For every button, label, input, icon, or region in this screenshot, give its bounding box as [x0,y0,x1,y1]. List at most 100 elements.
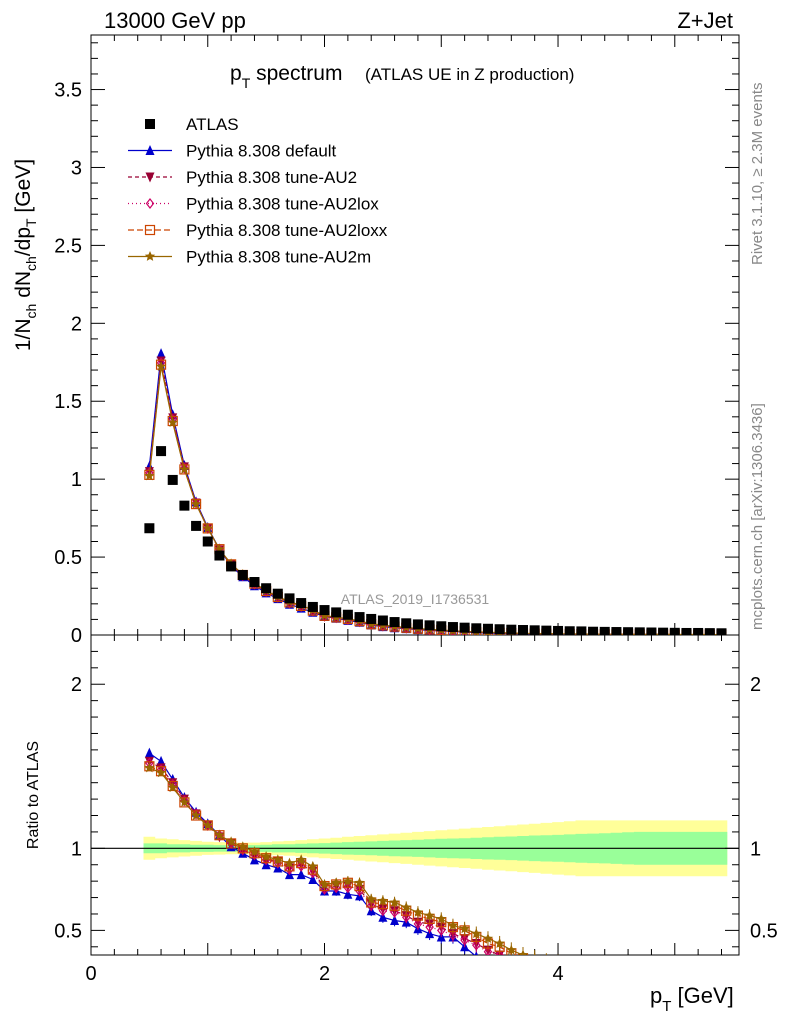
series-4-ratio-point [295,854,307,865]
series-1-ratio-point [635,972,644,982]
series-1-ratio-point [647,972,656,982]
data-point [354,612,365,623]
series-4-ratio-point [412,906,424,917]
series-1-ratio-point [705,972,714,982]
y-tick-label-bottom-right: 0.5 [750,920,778,942]
series-0-point [156,348,166,359]
series-4-ratio-point [214,829,225,840]
series-4-ratio-point [517,949,529,955]
series-1-ratio-point [612,972,621,982]
legend-marker-series-3 [144,224,156,236]
series-4-ratio-point [705,964,715,974]
series-4-ratio-point [588,963,599,973]
svg-text:1/Nch dNch/dpT [GeV]: 1/Nch dNch/dpT [GeV] [12,159,39,351]
data-point [249,577,260,588]
x-tick-label: 2 [319,963,330,985]
legend-marker-series-0 [145,145,155,155]
series-2-ratio-point [460,934,469,946]
series-4-ratio-point [144,762,155,773]
data-point [588,626,599,635]
data-point [529,625,540,635]
series-1-ratio-point [624,972,633,982]
series-0-ratio-point [378,911,388,922]
series-4-ratio-point [436,913,447,924]
data-point [412,619,423,630]
data-point [541,625,552,635]
series-0-ratio-point [474,951,479,955]
y-tick-label-top: 1 [71,469,82,491]
y-axis-label-top: 1/Nch dNch/dpT [GeV] [12,159,39,351]
series-4-ratio-point [494,938,505,948]
series-2-ratio-point [437,924,446,936]
series-0-ratio-point [589,974,598,984]
data-point [436,621,447,632]
x-axis-label: pT [GeV] [650,983,734,1015]
data-point [331,607,342,618]
series-4-ratio-point [611,964,621,974]
series-0-ratio-point [390,915,400,926]
series-4-point [155,361,167,371]
series-2-ratio-point [601,973,608,982]
data-point [646,627,657,635]
series-3-ratio-point [682,969,691,978]
series-4-ratio-point [716,964,726,974]
data-point [553,625,564,635]
series-0-ratio-point [624,974,633,984]
series-2-ratio-point [590,972,597,981]
rivet-version-label: Rivet 3.1.10, ≥ 2.3M events [749,83,766,266]
data-point [459,622,470,633]
series-0-ratio-point [308,874,318,885]
y-tick-label-bottom-right: 2 [750,674,761,696]
series-0-ratio-point [635,974,644,984]
series-3-ratio-point [670,969,679,978]
series-3-ratio-point [577,965,586,974]
series-1-ratio-point [507,955,516,965]
series-3-ratio-point [635,969,644,978]
series-3-ratio-point [542,960,551,969]
series-0-ratio-point [144,747,154,758]
data-point [681,627,692,635]
series-0-ratio-point [542,969,551,979]
data-point [342,609,353,620]
series-1-ratio-point [589,970,598,980]
y-tick-label-top: 3 [71,157,82,179]
ratio-panel-series [144,747,726,984]
series-3-ratio-point [694,969,703,978]
mcplots-label: mcplots.cern.ch [arXiv:1306.3436] [749,403,766,630]
series-4-ratio-point [155,767,167,778]
series-4-ratio-point [471,928,482,939]
series-4-ratio-point [319,878,330,889]
header-process: Z+Jet [677,8,733,33]
header-energy: 13000 GeV pp [104,8,246,33]
data-point [704,628,715,635]
series-4-ratio-point [202,819,213,830]
data-point [506,624,517,635]
data-point [576,626,587,635]
series-3-ratio-point [717,969,726,978]
series-4-ratio-point [342,875,354,886]
series-1-ratio-point [682,972,691,982]
series-2-ratio-point [285,864,294,876]
series-4-ratio-point [533,952,536,955]
y-tick-label-bottom-right: 1 [750,838,761,860]
y-tick-label-top: 2 [71,313,82,335]
series-2-ratio-point [413,918,423,930]
series-4-ratio-point [600,964,611,974]
series-0-ratio-point [156,755,166,766]
plot-title: pT spectrum [230,62,342,91]
data-point [716,628,727,635]
series-4-ratio-point [623,964,633,974]
series-2-ratio-point [636,973,643,982]
series-1-ratio-point [542,964,551,974]
series-0-ratio-point [530,968,539,978]
data-point [284,593,295,604]
legend-marker-series-2 [145,198,155,209]
y-tick-label-top: 3.5 [54,80,82,102]
series-4-ratio-point [658,964,668,974]
ratio-uncertainty-bands [91,820,739,877]
series-4-ratio-point [366,893,377,904]
y-tick-label-bottom: 1 [71,838,82,860]
series-2-ratio-point [483,946,493,955]
data-point [471,623,482,634]
series-4-ratio-point [576,961,587,971]
